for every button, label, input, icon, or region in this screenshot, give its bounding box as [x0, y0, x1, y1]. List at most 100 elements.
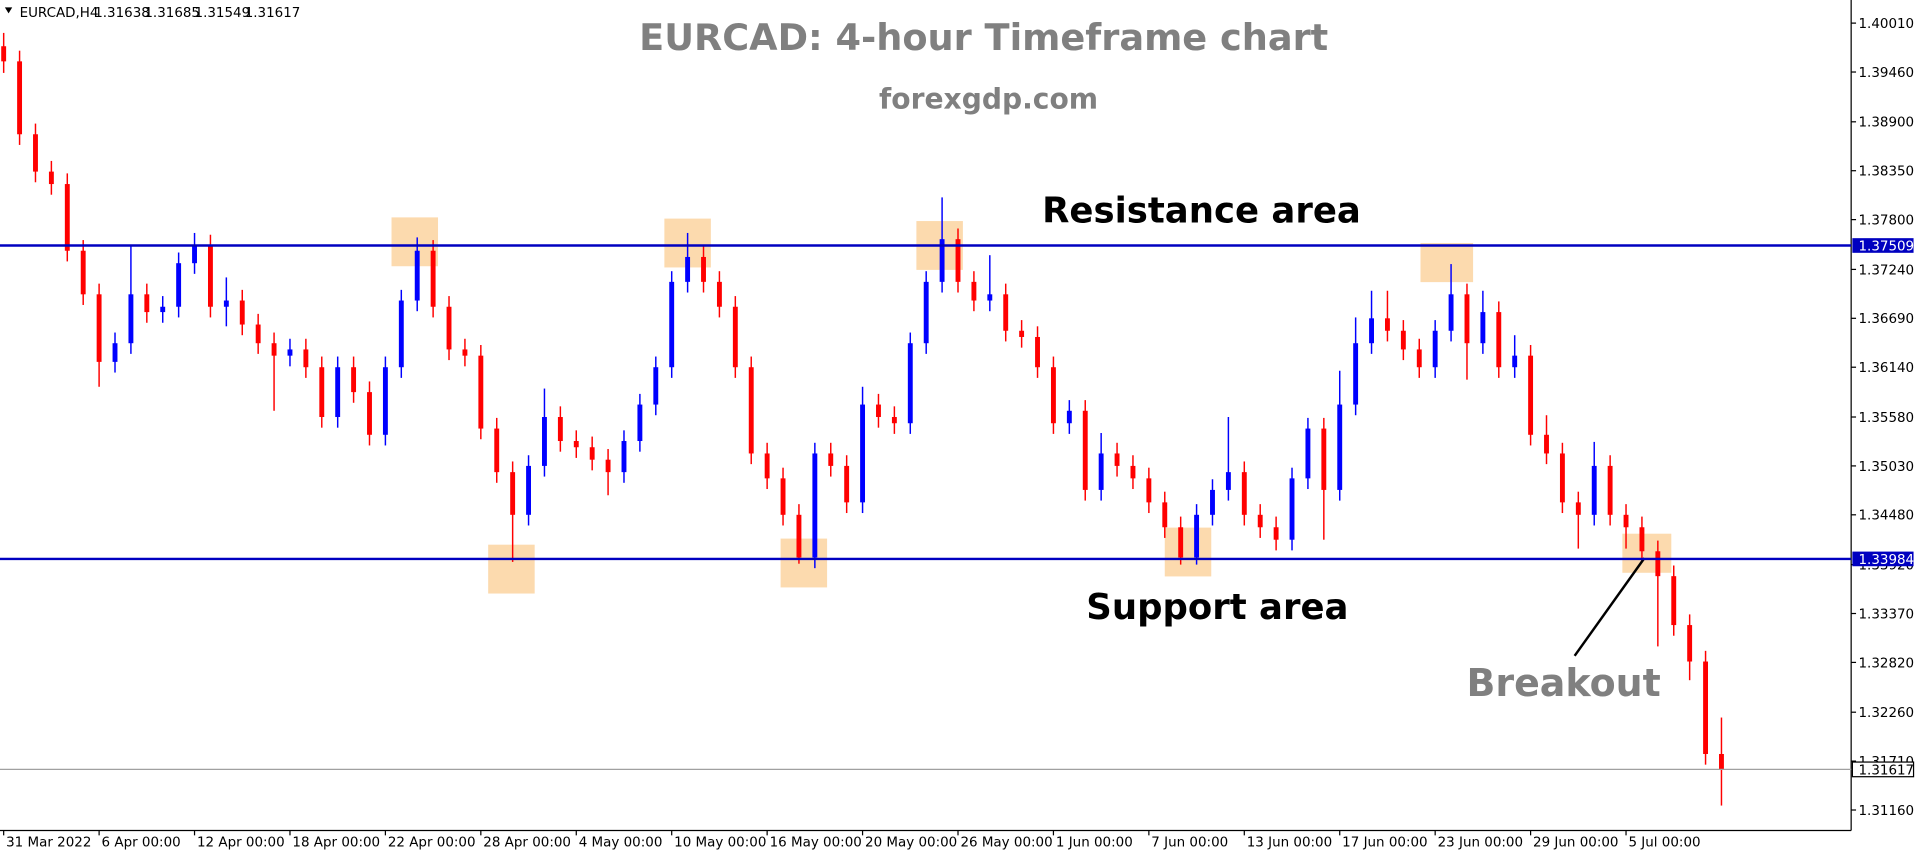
x-tick-label: 5 Jul 00:00	[1628, 835, 1700, 850]
candle-body	[1241, 472, 1247, 515]
candle-body	[1591, 465, 1597, 515]
candle-body	[1146, 478, 1152, 503]
candle-body	[398, 300, 404, 368]
header-high: 1.31685	[144, 6, 200, 21]
candle-body	[1289, 478, 1295, 540]
candle-body	[303, 349, 309, 368]
chart-subtitle: forexgdp.com	[879, 83, 1098, 116]
candle-body	[1544, 434, 1549, 454]
candle-body	[955, 239, 961, 282]
candle-body	[1337, 404, 1343, 490]
candle-body	[1019, 330, 1025, 337]
candle-body	[1369, 318, 1374, 344]
candle-body	[494, 428, 500, 473]
candle-body	[1130, 465, 1136, 479]
candle-body	[907, 343, 913, 424]
candle-body	[1273, 527, 1279, 540]
candle-body	[1321, 428, 1327, 490]
candle-body	[1257, 514, 1263, 528]
candle-body	[80, 250, 86, 295]
candle-body	[987, 294, 993, 301]
candle-body	[669, 281, 675, 368]
x-tick-label: 1 Jun 00:00	[1056, 835, 1133, 850]
y-tick-label: 1.35580	[1858, 411, 1914, 426]
candle-body	[1639, 527, 1645, 552]
candle-body	[17, 61, 23, 135]
candle-body	[382, 367, 388, 435]
y-tick-label: 1.40010	[1858, 17, 1914, 32]
candle-body	[1098, 453, 1104, 490]
candle-body	[64, 184, 70, 251]
candle-body	[430, 250, 436, 307]
candle-body	[796, 514, 802, 558]
x-tick-label: 4 May 00:00	[579, 835, 663, 850]
x-tick-label: 17 Jun 00:00	[1342, 835, 1427, 850]
x-tick-label: 28 Apr 00:00	[483, 835, 571, 850]
candle-body	[621, 441, 627, 473]
candle-body	[1575, 502, 1581, 515]
candle-body	[764, 453, 770, 479]
highlight-box	[488, 544, 535, 594]
candle-body	[1066, 410, 1072, 424]
x-tick-label: 12 Apr 00:00	[197, 835, 285, 850]
candle-body	[1512, 355, 1518, 368]
candle-body	[1178, 527, 1184, 558]
x-tick-label: 7 Jun 00:00	[1151, 835, 1228, 850]
y-tick-label: 1.35030	[1858, 460, 1914, 475]
candle-body	[1607, 465, 1613, 515]
candle-body	[732, 306, 738, 368]
candle-body	[939, 239, 945, 282]
candle-body	[1464, 294, 1470, 344]
candle-body	[1353, 343, 1359, 405]
candle-body	[1114, 453, 1120, 466]
candle-body	[351, 367, 357, 393]
x-tick-label: 22 Apr 00:00	[388, 835, 476, 850]
candle-body	[335, 367, 341, 418]
level-tag	[1852, 551, 1914, 567]
candle-body	[1210, 489, 1215, 515]
candle-body	[96, 294, 102, 362]
x-tick-label: 23 Jun 00:00	[1438, 835, 1523, 850]
candle-body	[462, 349, 468, 356]
candle-body	[48, 171, 54, 185]
candle-body	[1416, 349, 1422, 368]
candle-body	[1, 46, 7, 62]
candle-body	[1162, 502, 1168, 528]
candle-body	[478, 355, 484, 429]
candle-body	[1035, 336, 1040, 368]
candle-body	[1623, 514, 1629, 528]
candle-body	[1448, 294, 1454, 331]
level-tag-label: 1.37509	[1858, 239, 1914, 254]
candle-body	[1719, 753, 1724, 770]
last-price-label: 1.31617	[1858, 763, 1914, 778]
level-tag-label: 1.33984	[1858, 553, 1914, 568]
header-low: 1.31549	[195, 6, 251, 21]
candle-body	[160, 306, 166, 313]
header-close: 1.31617	[245, 6, 301, 21]
x-tick-label: 10 May 00:00	[674, 835, 766, 850]
candle-body	[1528, 355, 1534, 435]
candle-body	[128, 294, 134, 344]
candle-body	[319, 367, 325, 418]
candle-body	[923, 281, 929, 344]
y-tick-label: 1.33370	[1858, 607, 1914, 622]
y-tick-label: 1.39460	[1858, 66, 1914, 81]
header-open: 1.31638	[94, 6, 150, 21]
y-tick-label: 1.36690	[1858, 312, 1914, 327]
y-tick-label: 1.38900	[1858, 116, 1914, 131]
x-tick-label: 31 Mar 2022	[6, 835, 91, 850]
candle-body	[510, 472, 516, 515]
candle-body	[589, 447, 595, 460]
candle-body	[1385, 318, 1390, 331]
breakout-arrow	[1573, 557, 1646, 657]
y-tick-label: 1.32820	[1858, 656, 1914, 671]
candle-body	[828, 453, 834, 466]
y-tick-label: 1.38350	[1858, 165, 1914, 180]
candle-body	[1082, 410, 1088, 490]
candle-body	[144, 294, 150, 313]
candle-body	[287, 349, 293, 356]
x-tick-label: 13 Jun 00:00	[1247, 835, 1332, 850]
candle-body	[176, 263, 182, 307]
candle-body	[812, 453, 818, 558]
